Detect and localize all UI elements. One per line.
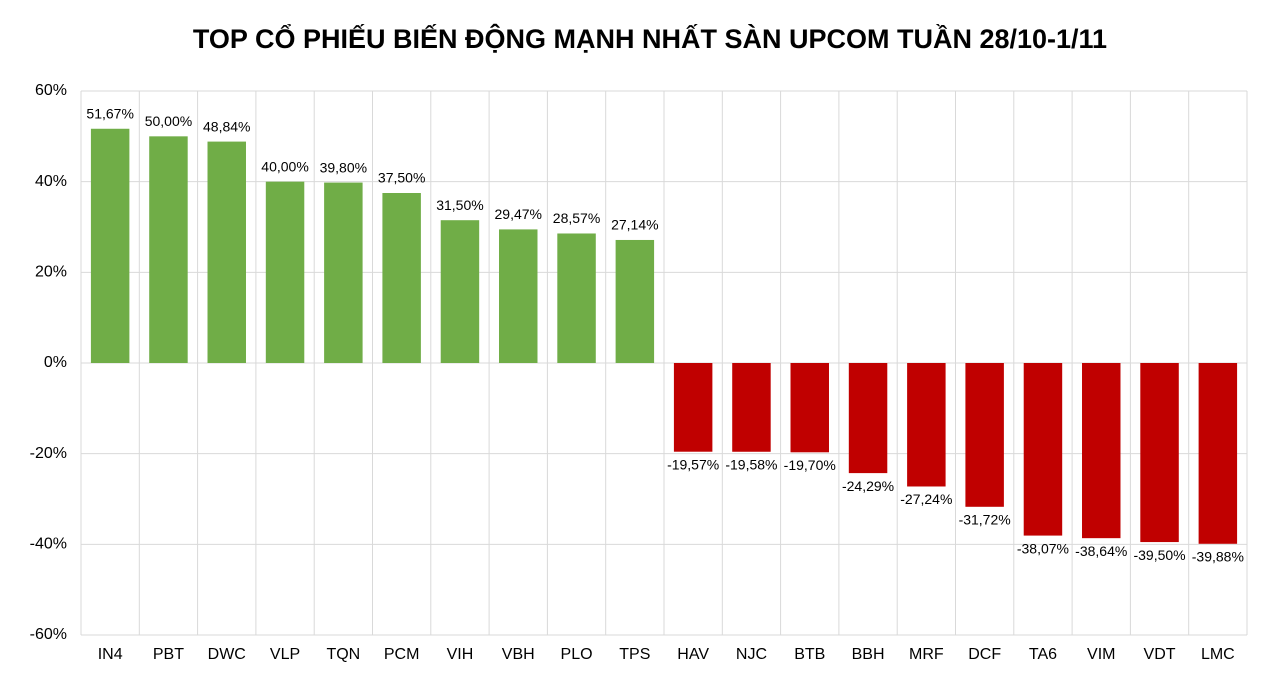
x-tick-label: TQN xyxy=(326,646,360,663)
x-tick-label: VIM xyxy=(1087,646,1115,663)
bar xyxy=(499,229,538,363)
bar xyxy=(615,239,655,363)
bar xyxy=(207,141,246,363)
x-tick-label: BTB xyxy=(794,646,825,663)
x-tick-label: HAV xyxy=(677,646,709,663)
bar xyxy=(1082,363,1121,539)
bar xyxy=(1023,363,1063,536)
bar xyxy=(324,182,363,363)
x-tick-label: DCF xyxy=(968,646,1001,663)
value-label: -39,88% xyxy=(1192,548,1244,564)
bar xyxy=(557,233,596,363)
value-label: -19,70% xyxy=(784,457,836,473)
x-tick-label: NJC xyxy=(736,646,767,663)
value-label: -31,72% xyxy=(959,512,1011,528)
value-label: 28,57% xyxy=(553,210,600,226)
x-tick-label: PCM xyxy=(384,646,420,663)
y-tick-label: 0% xyxy=(44,354,67,371)
y-tick-label: -20% xyxy=(30,445,67,462)
value-label: 50,00% xyxy=(145,113,192,129)
value-label: 39,80% xyxy=(320,159,367,175)
value-label: -24,29% xyxy=(842,478,894,494)
bar xyxy=(732,363,771,452)
value-label: 27,14% xyxy=(611,217,658,233)
bar xyxy=(673,363,713,452)
x-tick-label: VLP xyxy=(270,646,300,663)
x-tick-label: LMC xyxy=(1201,646,1235,663)
value-label: 51,67% xyxy=(86,105,133,121)
value-label: 48,84% xyxy=(203,118,250,134)
bar xyxy=(790,363,829,453)
x-tick-label: MRF xyxy=(909,646,944,663)
x-tick-label: IN4 xyxy=(98,646,123,663)
value-label: -38,64% xyxy=(1075,543,1127,559)
y-tick-label: -60% xyxy=(30,626,67,643)
value-label: 37,50% xyxy=(378,170,425,186)
bar xyxy=(907,363,946,487)
bar xyxy=(965,363,1004,507)
bar xyxy=(149,136,188,363)
y-tick-label: 40% xyxy=(35,173,67,190)
x-tick-label: DWC xyxy=(208,646,246,663)
value-label: -19,58% xyxy=(725,456,777,472)
y-tick-label: -40% xyxy=(30,536,67,553)
x-tick-label: TPS xyxy=(619,646,650,663)
bar xyxy=(1140,363,1179,543)
value-label: 31,50% xyxy=(436,197,483,213)
value-label: -19,57% xyxy=(667,456,719,472)
x-tick-label: TA6 xyxy=(1029,646,1057,663)
value-label: -39,50% xyxy=(1133,547,1185,563)
value-label: 29,47% xyxy=(495,206,542,222)
x-tick-label: PBT xyxy=(153,646,184,663)
bar xyxy=(265,181,305,363)
x-tick-label: VDT xyxy=(1144,646,1176,663)
x-tick-label: BBH xyxy=(852,646,885,663)
value-label: -27,24% xyxy=(900,491,952,507)
bar xyxy=(1198,363,1238,544)
chart-title: TOP CỔ PHIẾU BIẾN ĐỘNG MẠNH NHẤT SÀN UPC… xyxy=(193,23,1107,54)
bar xyxy=(90,128,130,363)
x-tick-label: PLO xyxy=(561,646,593,663)
x-tick-label: VIH xyxy=(447,646,474,663)
y-tick-label: 20% xyxy=(35,264,67,281)
y-tick-label: 60% xyxy=(35,82,67,99)
x-tick-label: VBH xyxy=(502,646,535,663)
bar xyxy=(382,193,421,363)
value-label: -38,07% xyxy=(1017,540,1069,556)
bar xyxy=(440,220,480,363)
bar xyxy=(848,363,888,474)
value-label: 40,00% xyxy=(261,158,308,174)
